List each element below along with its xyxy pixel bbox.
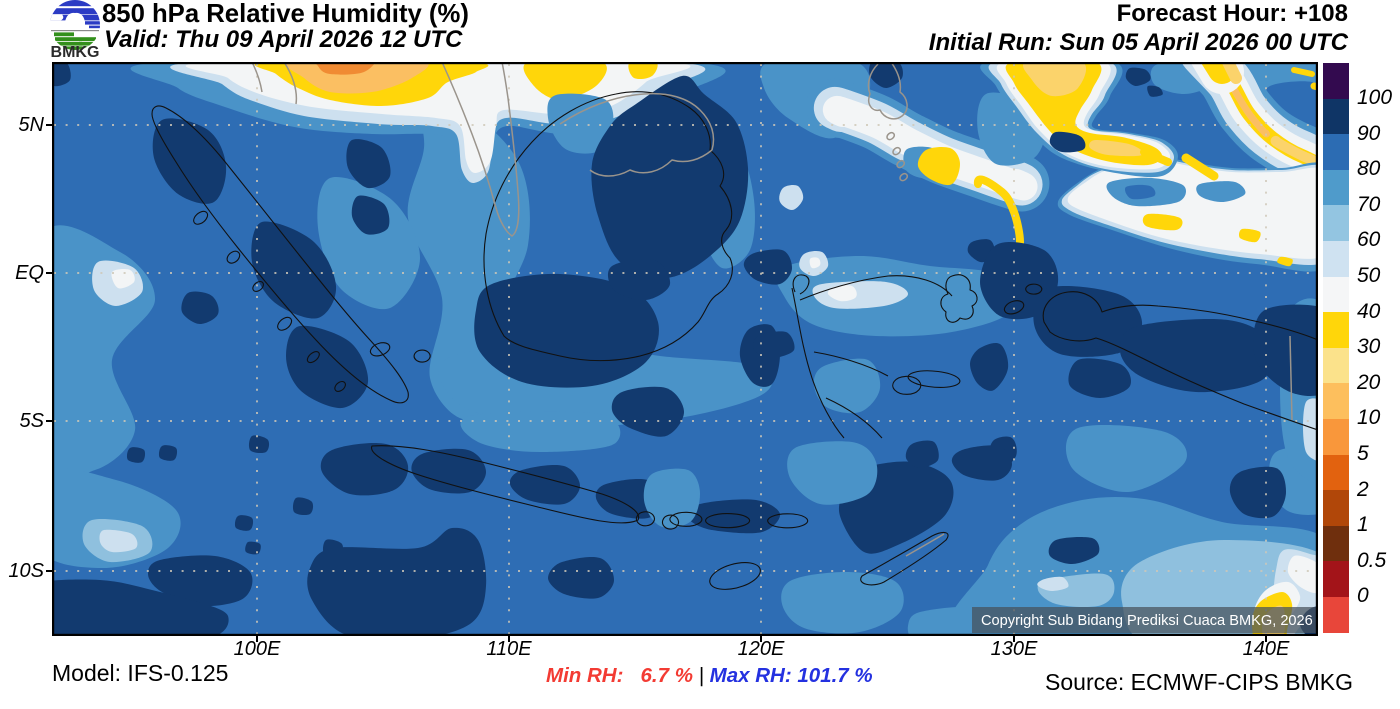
svg-text:Copyright Sub Bidang Prediksi: Copyright Sub Bidang Prediksi Cuaca BMKG… — [981, 613, 1313, 629]
